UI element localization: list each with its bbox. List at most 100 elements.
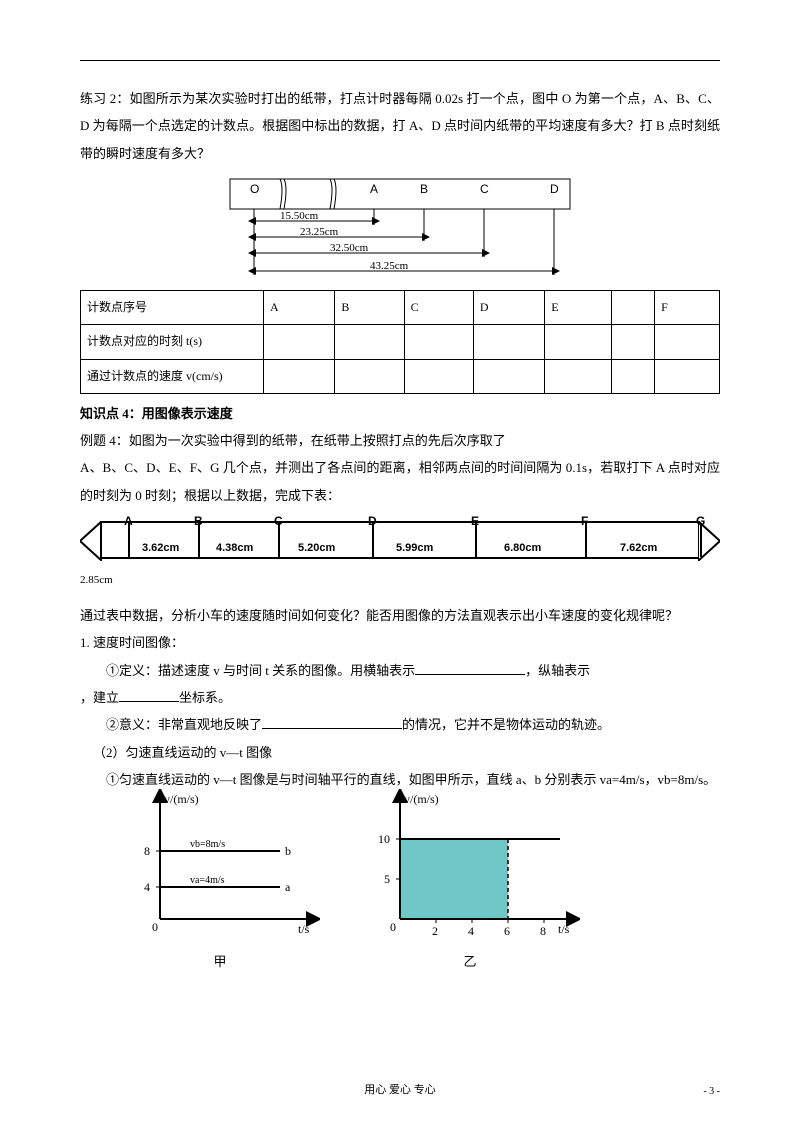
svg-text:0: 0 xyxy=(390,920,396,934)
page: 练习 2：如图所示为某次实验时打出的纸带，打点计时器每隔 0.02s 打一个点，… xyxy=(0,0,800,1132)
definition-line: ①定义：描述速度 v 与时间 t 关系的图像。用横轴表示 ，纵轴表示 xyxy=(80,657,720,684)
svg-text:0: 0 xyxy=(152,920,158,934)
svg-text:va=4m/s: va=4m/s xyxy=(190,875,225,886)
cell xyxy=(612,359,655,393)
data-table: 计数点序号 A B C D E F 计数点对应的时刻 t(s) 通过计数点的速度… xyxy=(80,290,720,394)
definition-line-2: ，建立 坐标系。 xyxy=(80,684,720,711)
cell xyxy=(473,359,544,393)
svg-text:8: 8 xyxy=(540,924,546,938)
cell: F xyxy=(655,291,720,325)
point-label: D xyxy=(368,509,377,534)
segment-label: 5.99cm xyxy=(396,537,433,560)
svg-text:15.50cm: 15.50cm xyxy=(280,210,319,222)
svg-text:v/(m/s): v/(m/s) xyxy=(404,792,439,806)
point-label: A xyxy=(124,509,133,534)
cell xyxy=(545,325,612,359)
cell xyxy=(655,325,720,359)
segment-label: 6.80cm xyxy=(504,537,541,560)
svg-text:B: B xyxy=(420,182,428,196)
point-label: E xyxy=(471,509,479,534)
svg-text:a: a xyxy=(285,880,291,894)
table-row: 通过计数点的速度 v(cm/s) xyxy=(81,359,720,393)
cell xyxy=(335,325,404,359)
cell xyxy=(404,325,473,359)
svg-text:vb=8m/s: vb=8m/s xyxy=(190,839,225,850)
tape-diagram: O A B C D xyxy=(220,173,580,292)
svg-text:8: 8 xyxy=(144,844,150,858)
d1-a: ①定义：描述速度 v 与时间 t 关系的图像。用横轴表示 xyxy=(106,663,415,678)
chart-b-caption: 乙 xyxy=(360,948,580,975)
cell xyxy=(404,359,473,393)
svg-text:D: D xyxy=(550,182,559,196)
list-item-1: 1. 速度时间图像： xyxy=(80,629,720,656)
table-row: 计数点序号 A B C D E F xyxy=(81,291,720,325)
kp4-heading: 知识点 4：用图像表示速度 xyxy=(80,400,720,427)
point-label: G xyxy=(696,509,705,534)
d1-b: ，纵轴表示 xyxy=(525,663,590,678)
cell: D xyxy=(473,291,544,325)
row2-label: 计数点对应的时刻 t(s) xyxy=(81,325,264,359)
cell: B xyxy=(335,291,404,325)
svg-text:6: 6 xyxy=(504,924,510,938)
svg-text:O: O xyxy=(250,182,259,196)
svg-text:5: 5 xyxy=(384,872,390,886)
segment-label: 5.20cm xyxy=(298,537,335,560)
example4-line1: 例题 4：如图为一次实验中得到的纸带，在纸带上按照打点的先后次序取了 xyxy=(80,427,720,454)
svg-text:23.25cm: 23.25cm xyxy=(300,226,339,238)
svg-text:2: 2 xyxy=(432,924,438,938)
chart-a-caption: 甲 xyxy=(120,948,320,975)
ruler-left-arrow-icon xyxy=(80,521,102,561)
segment-label: 4.38cm xyxy=(216,537,253,560)
blank xyxy=(119,688,179,702)
svg-text:b: b xyxy=(285,844,291,858)
meaning-line: ②意义：非常直观地反映了 的情况，它并不是物体运动的轨迹。 xyxy=(80,711,720,738)
charts-row: v/(m/s) t/s 0 4 8 a va=4m/s b vb=8m/s 甲 xyxy=(80,789,720,976)
exercise-2-text: 练习 2：如图所示为某次实验时打出的纸带，打点计时器每隔 0.02s 打一个点，… xyxy=(80,85,720,167)
example4-line2: A、B、C、D、E、F、G 几个点，并测出了各点间的距离，相邻两点间的时间间隔为… xyxy=(80,454,720,509)
svg-text:C: C xyxy=(480,182,489,196)
svg-text:t/s: t/s xyxy=(298,922,310,936)
cell xyxy=(335,359,404,393)
cell: A xyxy=(264,291,335,325)
cell xyxy=(264,359,335,393)
cell xyxy=(545,359,612,393)
blank xyxy=(415,661,525,675)
chart-a-wrap: v/(m/s) t/s 0 4 8 a va=4m/s b vb=8m/s 甲 xyxy=(120,789,320,976)
svg-text:10: 10 xyxy=(378,832,390,846)
d2-a: ②意义：非常直观地反映了 xyxy=(106,717,262,732)
row3-label: 通过计数点的速度 v(cm/s) xyxy=(81,359,264,393)
cell xyxy=(264,325,335,359)
d1-c: ，建立 xyxy=(80,690,119,705)
top-rule xyxy=(80,60,720,61)
page-number: - 3 - xyxy=(703,1081,720,1102)
point-label: F xyxy=(581,509,588,534)
svg-text:4: 4 xyxy=(144,880,150,894)
svg-text:32.50cm: 32.50cm xyxy=(330,242,369,254)
cell xyxy=(612,325,655,359)
cell: E xyxy=(545,291,612,325)
point-label: B xyxy=(194,509,203,534)
segment-label: 7.62cm xyxy=(620,537,657,560)
cell xyxy=(612,291,655,325)
d2-b: 的情况，它并不是物体运动的轨迹。 xyxy=(402,717,610,732)
example4-after: 通过表中数据，分析小车的速度随时间如何变化？能否用图像的方法直观表示出小车速度的… xyxy=(80,602,720,629)
list-item-2: （2）匀速直线运动的 v—t 图像 xyxy=(80,739,720,766)
page-footer: 用心 爱心 专心 - 3 - xyxy=(0,1079,800,1102)
chart-a: v/(m/s) t/s 0 4 8 a va=4m/s b vb=8m/s xyxy=(120,789,320,939)
svg-text:43.25cm: 43.25cm xyxy=(370,260,409,272)
svg-text:4: 4 xyxy=(468,924,474,938)
svg-text:t/s: t/s xyxy=(558,922,570,936)
cell xyxy=(655,359,720,393)
point-label: C xyxy=(274,509,283,534)
chart-b-wrap: v/(m/s) t/s 0 5 10 2 4 6 8 xyxy=(360,789,580,976)
ruler-strip: A B C D E F G 3.62cm 4.38cm 5.20cm 5.99c… xyxy=(80,513,720,567)
blank xyxy=(262,715,402,729)
segment-label: 3.62cm xyxy=(142,537,179,560)
footer-center: 用心 爱心 专心 xyxy=(364,1084,436,1096)
svg-text:v/(m/s): v/(m/s) xyxy=(164,792,199,806)
row1-label: 计数点序号 xyxy=(81,291,264,325)
ruler-left-note: 2.85cm xyxy=(80,569,720,592)
d1-d: 坐标系。 xyxy=(179,690,231,705)
chart-b: v/(m/s) t/s 0 5 10 2 4 6 8 xyxy=(360,789,580,939)
cell xyxy=(473,325,544,359)
